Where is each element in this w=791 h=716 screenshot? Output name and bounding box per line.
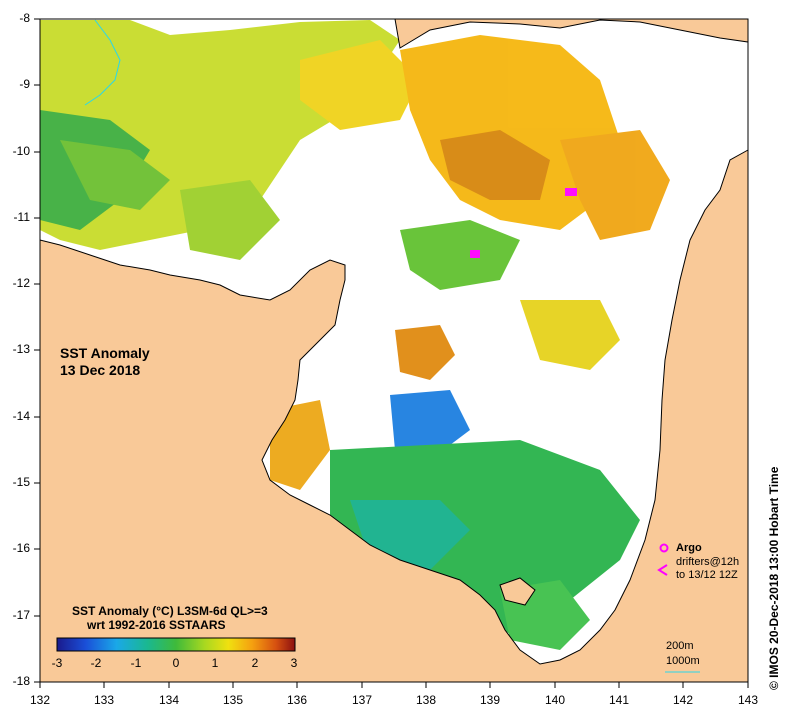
lat-label: -9 — [19, 77, 30, 91]
lon-label: 140 — [544, 693, 566, 707]
lon-label: 135 — [222, 693, 244, 707]
lon-label: 137 — [351, 693, 373, 707]
lon-label: 138 — [415, 693, 437, 707]
colorbar-tick: -2 — [90, 656, 102, 670]
lon-label: 141 — [608, 693, 630, 707]
credit-text: © IMOS 20-Dec-2018 13:00 Hobart Time — [767, 466, 781, 690]
lon-label: 139 — [479, 693, 501, 707]
argo-marker-icon — [659, 543, 669, 553]
lat-tick-marks — [34, 18, 40, 683]
lat-label: -10 — [12, 144, 30, 158]
map-title-line1: SST Anomaly — [60, 345, 150, 361]
lon-tick-marks — [39, 682, 749, 688]
lat-label: -15 — [12, 475, 30, 489]
lat-label: -8 — [19, 11, 30, 25]
lon-label: 133 — [93, 693, 115, 707]
colorbar-tick: 2 — [251, 656, 259, 670]
colorbar-tick: -3 — [51, 656, 63, 670]
contour-200m-line — [84, 19, 121, 106]
argo-label: Argo — [676, 542, 702, 554]
drifters-date: to 13/12 12Z — [676, 569, 738, 581]
colorbar-title-line1: SST Anomaly (°C) L3SM-6d QL>=3 — [72, 604, 268, 618]
colorbar — [56, 637, 296, 652]
map-date: 13 Dec 2018 — [60, 362, 141, 378]
contour-200m-label: 200m — [666, 640, 694, 652]
lon-label: 136 — [286, 693, 308, 707]
lon-label: 143 — [737, 693, 759, 707]
lat-label: -11 — [13, 210, 30, 224]
colorbar-tick: 1 — [211, 656, 219, 670]
colorbar-tick: 3 — [290, 656, 298, 670]
lat-label: -12 — [12, 276, 30, 290]
colorbar-tick: 0 — [172, 656, 180, 670]
colorbar-title: SST Anomaly (°C) L3SM-6d QL>=3 wrt 1992-… — [72, 604, 268, 632]
lon-label: 142 — [672, 693, 694, 707]
lon-label: 132 — [29, 693, 51, 707]
lon-label: 134 — [158, 693, 180, 707]
drifter-marker-icon — [657, 564, 668, 576]
lat-label: -16 — [12, 541, 30, 555]
colorbar-title-line2: wrt 1992-2016 SSTAARS — [87, 618, 226, 632]
lat-label: -14 — [12, 409, 30, 423]
map-title: SST Anomaly 13 Dec 2018 — [60, 345, 150, 379]
contour-1000m-label: 1000m — [666, 655, 700, 667]
lat-label: -18 — [12, 674, 30, 688]
lat-label: -13 — [12, 342, 30, 356]
lat-label: -17 — [12, 608, 30, 622]
drifters-label: drifters@12h — [676, 556, 740, 568]
colorbar-tick: -1 — [130, 656, 142, 670]
